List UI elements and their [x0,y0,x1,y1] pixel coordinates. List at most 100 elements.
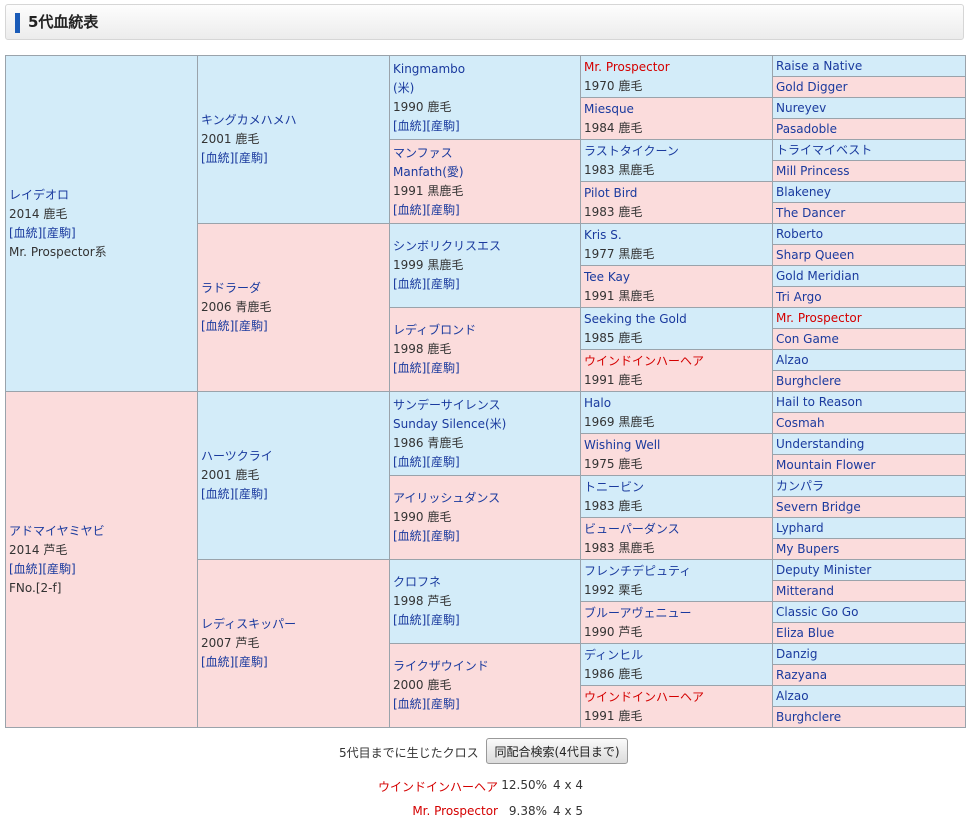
same-mating-search-button[interactable]: 同配合検索(4代目まで) [486,738,628,764]
g3-links[interactable]: [血統][産駒] [393,613,460,627]
g5-cell: My Bupers [772,538,966,560]
g3-links[interactable]: [血統][産駒] [393,202,460,217]
g3-name[interactable]: レディブロンド [393,323,477,337]
g4-info: 1970 鹿毛 [584,78,643,93]
g4-name[interactable]: Miesque [584,101,634,116]
g4-name[interactable]: Pilot Bird [584,185,638,200]
g5-name[interactable]: Con Game [776,331,839,346]
pedigree-row: レイデオロ 2014 鹿毛 [血統][産駒] Mr. Prospector系 キングカメ… [5,55,966,392]
g4-cell: フレンチデピュティ 1992 栗毛 [580,559,773,602]
pedigree-row: Pilot Bird 1983 鹿毛 Blakeney [6,181,966,224]
g5-name[interactable]: Burghclere [776,709,842,724]
g5-name[interactable]: Mountain Flower [776,457,876,472]
g2-links[interactable]: [血統][産駒] [201,151,268,165]
g5-name[interactable]: Danzig [776,646,818,661]
g4-name[interactable]: トニービン [584,479,645,494]
g4-name[interactable]: Halo [584,395,612,410]
g4-name[interactable]: ブルーアヴェニュー [584,605,692,620]
g5-name[interactable]: Mill Princess [776,163,850,178]
g5-name[interactable]: Raise a Native [776,58,863,73]
g3-links[interactable]: [血統][産駒] [393,361,460,375]
g3-name[interactable]: クロフネ [393,575,442,589]
sire-name[interactable]: レイデオロ [9,187,70,202]
g5-name[interactable]: Sharp Queen [776,247,855,262]
g5-name[interactable]: Alzao [776,688,809,703]
g5-name[interactable]: Gold Digger [776,79,848,94]
g5-name[interactable]: Classic Go Go [776,604,859,619]
g5-name[interactable]: Mitterand [776,583,834,598]
g3-name[interactable]: マンファス [393,145,453,160]
g2-links[interactable]: [血統][産駒] [201,319,268,333]
g4-name[interactable]: ビューパーダンス [584,521,680,536]
g3-alt-name[interactable]: Sunday Silence(米) [393,416,507,431]
g2-name[interactable]: ハーツクライ [201,449,273,463]
g5-name[interactable]: Mr. Prospector [776,310,862,325]
sire-links[interactable]: [血統][産駒] [9,225,76,240]
g4-name[interactable]: ウインドインハーヘア [584,689,705,704]
g3-links[interactable]: [血統][産駒] [393,277,460,291]
g5-name[interactable]: Deputy Minister [776,562,872,577]
g4-info: 1991 鹿毛 [584,372,643,387]
g4-info: 1969 黒鹿毛 [584,414,655,429]
g5-name[interactable]: Razyana [776,667,828,682]
g5-name[interactable]: トライマイベスト [776,142,873,157]
cross-label: 5代目までに生じたクロス [339,746,479,760]
g5-cell: Tri Argo [772,286,966,308]
g2-info: 2001 鹿毛 [201,132,260,146]
g4-name[interactable]: ディンヒル [584,647,644,662]
g3-name[interactable]: ライクザウインド [393,659,489,673]
dam-links[interactable]: [血統][産駒] [9,561,76,576]
g3-links[interactable]: [血統][産駒] [393,118,460,133]
g3-links[interactable]: [血統][産駒] [393,529,460,543]
cross-horse-name[interactable]: ウインドインハーヘア [377,780,498,794]
g5-name[interactable]: Alzao [776,352,809,367]
g4-name[interactable]: Mr. Prospector [584,59,670,74]
g4-name[interactable]: Seeking the Gold [584,311,687,326]
g3-links[interactable]: [血統][産駒] [393,697,460,711]
g2-links[interactable]: [血統][産駒] [201,655,268,669]
g5-name[interactable]: Roberto [776,226,824,241]
g5-name[interactable]: Blakeney [776,184,831,199]
g3-alt-name[interactable]: (米) [393,80,415,95]
pedigree-row: Miesque 1984 鹿毛 Nureyev [6,97,966,140]
g3-name[interactable]: Kingmambo [393,61,466,76]
g4-name[interactable]: フレンチデピュティ [584,563,692,578]
g5-name[interactable]: カンパラ [776,478,825,493]
g5-cell: Raise a Native [772,55,966,77]
g2-links[interactable]: [血統][産駒] [201,487,268,501]
g5-name[interactable]: Gold Meridian [776,268,860,283]
g5-cell: Cosmah [772,412,966,434]
g5-name[interactable]: Pasadoble [776,121,837,136]
g3-name[interactable]: シンボリクリスエス [393,239,502,253]
cross-item: Mr. Prospector 9.38% 4 x 5 [0,804,973,824]
g4-info: 1985 鹿毛 [584,330,643,345]
g5-name[interactable]: Nureyev [776,100,827,115]
g3-cell: レディブロンド 1998 鹿毛 [血統][産駒] [389,307,581,392]
g4-name[interactable]: Tee Kay [584,269,630,284]
g5-name[interactable]: Tri Argo [776,289,822,304]
g5-name[interactable]: Hail to Reason [776,394,863,409]
g3-name[interactable]: アイリッシュダンス [393,491,501,505]
g5-name[interactable]: Lyphard [776,520,824,535]
g5-name[interactable]: The Dancer [776,205,846,220]
g5-name[interactable]: Understanding [776,436,865,451]
dam-name[interactable]: アドマイヤミヤビ [9,523,105,538]
g5-name[interactable]: Burghclere [776,373,842,388]
g4-name[interactable]: ラストタイクーン [584,143,679,158]
g3-name[interactable]: サンデーサイレンス [393,397,501,412]
g4-name[interactable]: Wishing Well [584,437,661,452]
g2-name[interactable]: ラドラーダ [201,281,262,295]
g5-name[interactable]: Severn Bridge [776,499,861,514]
g4-name[interactable]: ウインドインハーヘア [584,353,705,368]
g5-name[interactable]: My Bupers [776,541,840,556]
g3-links[interactable]: [血統][産駒] [393,454,460,469]
g2-name[interactable]: レディスキッパー [201,617,297,631]
g5-name[interactable]: Eliza Blue [776,625,835,640]
g4-name[interactable]: Kris S. [584,227,622,242]
section-header: 5代血統表 [5,4,964,40]
g2-name[interactable]: キングカメハメハ [201,113,297,127]
cross-horse-name[interactable]: Mr. Prospector [412,804,498,818]
g3-alt-name[interactable]: Manfath(愛) [393,164,464,179]
g5-name[interactable]: Cosmah [776,415,825,430]
header-accent-bar [15,13,20,33]
